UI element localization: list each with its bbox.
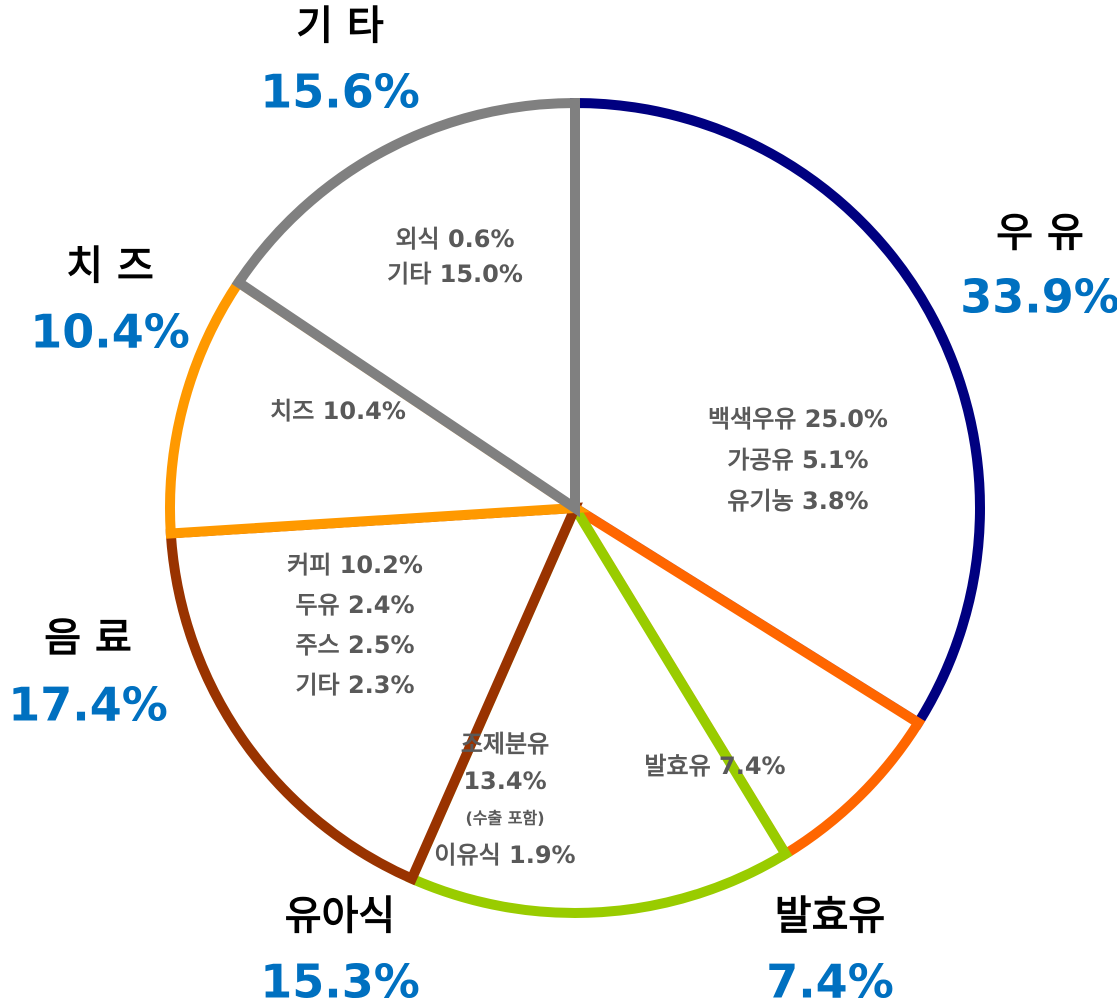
detail-label: 발효유 7.4%	[644, 752, 785, 780]
value-label: 33.9%	[960, 270, 1117, 324]
detail-label: 주스 2.5%	[295, 631, 414, 659]
category-label: 기 타	[296, 3, 384, 49]
pie-slice	[165, 502, 583, 886]
detail-label: 기타 15.0%	[387, 260, 523, 288]
value-label: 15.6%	[260, 65, 420, 119]
detail-label: 조제분유	[461, 730, 549, 758]
pie-slice	[405, 497, 793, 918]
detail-label: 이유식 1.9%	[434, 841, 575, 869]
category-label: 발효유	[775, 893, 885, 939]
detail-label: (수출 포함)	[465, 809, 544, 828]
detail-label: 백색우유 25.0%	[708, 405, 888, 433]
value-label: 15.3%	[260, 955, 420, 1008]
category-label: 음 료	[44, 615, 132, 661]
category-label: 유아식	[285, 893, 395, 939]
detail-label: 가공유 5.1%	[727, 446, 868, 474]
detail-label: 치즈 10.4%	[270, 397, 406, 425]
detail-label: 기타 2.3%	[295, 671, 414, 699]
pie-slice	[231, 97, 580, 518]
value-label: 10.4%	[30, 305, 190, 359]
pie-slice	[165, 275, 591, 539]
detail-label: 두유 2.4%	[295, 591, 414, 619]
detail-label: 커피 10.2%	[287, 551, 423, 579]
value-label: 7.4%	[766, 955, 894, 1008]
detail-label: 유기농 3.8%	[727, 487, 868, 515]
category-label: 치 즈	[66, 243, 154, 289]
value-label: 17.4%	[8, 678, 168, 732]
detail-label: 13.4%	[463, 767, 546, 795]
category-label: 우 유	[996, 210, 1084, 256]
detail-label: 외식 0.6%	[395, 225, 514, 253]
pie-slice	[570, 503, 926, 861]
